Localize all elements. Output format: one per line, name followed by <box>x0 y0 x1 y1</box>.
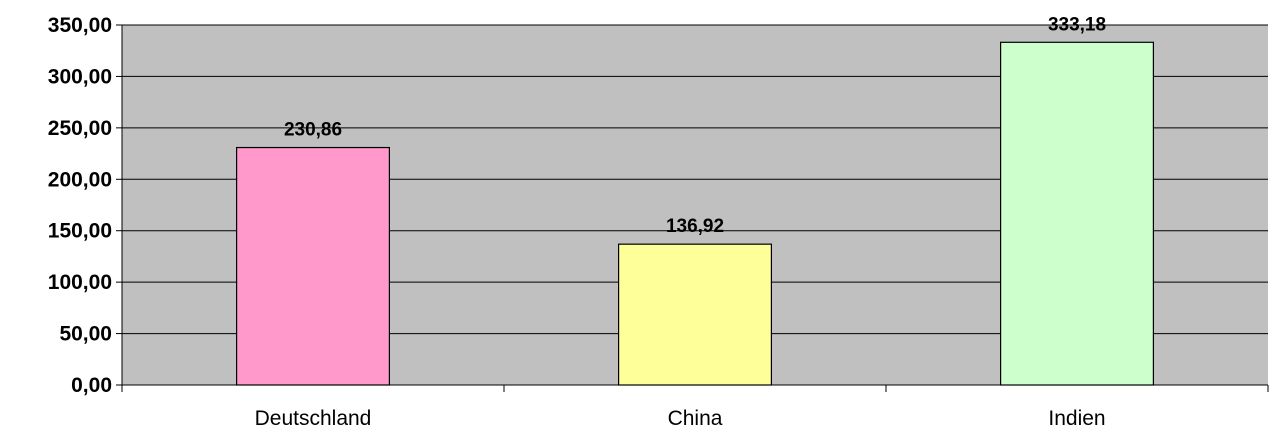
y-tick-label: 350,00 <box>48 14 112 37</box>
data-label: 136,92 <box>666 216 724 237</box>
y-axis-ticks: 0,00 50,00 100,00 150,00 200,00 250,00 300,00 3… <box>48 14 122 397</box>
y-tick-label: 0,00 <box>71 374 112 397</box>
x-tick-label: China <box>668 407 723 430</box>
data-label: 230,86 <box>284 120 342 141</box>
y-tick-label: 150,00 <box>48 220 112 243</box>
x-tick-label: Indien <box>1048 407 1105 430</box>
x-axis-ticks: Deutschland China Indien <box>121 385 1269 430</box>
data-labels: 230,86 136,92 333,18 <box>284 14 1106 237</box>
y-tick-label: 50,00 <box>59 323 112 346</box>
bar-indien <box>999 41 1154 386</box>
x-tick-label: Deutschland <box>255 407 372 430</box>
bar-deutschland <box>236 146 391 386</box>
bar-china <box>617 243 772 386</box>
y-tick-label: 250,00 <box>48 117 112 140</box>
bars <box>236 41 1154 386</box>
y-tick-label: 200,00 <box>48 168 112 191</box>
data-label: 333,18 <box>1048 14 1106 35</box>
y-tick-label: 100,00 <box>48 271 112 294</box>
y-tick-label: 300,00 <box>48 65 112 88</box>
